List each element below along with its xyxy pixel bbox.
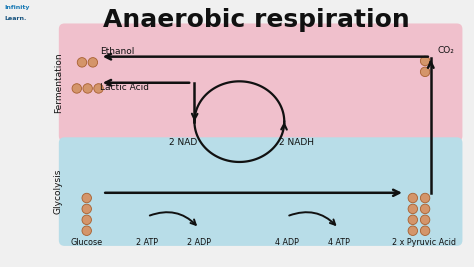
Circle shape bbox=[82, 204, 91, 214]
Circle shape bbox=[408, 204, 418, 214]
Text: Learn.: Learn. bbox=[4, 16, 27, 21]
FancyBboxPatch shape bbox=[59, 23, 463, 142]
Circle shape bbox=[420, 56, 430, 66]
FancyBboxPatch shape bbox=[59, 137, 463, 246]
Text: Infinity: Infinity bbox=[4, 5, 30, 10]
Circle shape bbox=[83, 84, 92, 93]
Text: Lactic Acid: Lactic Acid bbox=[100, 83, 149, 92]
Circle shape bbox=[420, 193, 430, 203]
Circle shape bbox=[82, 193, 91, 203]
Text: 4 ATP: 4 ATP bbox=[328, 238, 349, 247]
Circle shape bbox=[72, 84, 82, 93]
Circle shape bbox=[420, 67, 430, 77]
Circle shape bbox=[408, 193, 418, 203]
Circle shape bbox=[420, 204, 430, 214]
Text: 2 NADH: 2 NADH bbox=[279, 138, 314, 147]
Circle shape bbox=[94, 84, 103, 93]
Circle shape bbox=[408, 215, 418, 225]
Text: CO₂: CO₂ bbox=[438, 46, 455, 55]
Circle shape bbox=[82, 226, 91, 235]
Circle shape bbox=[420, 226, 430, 235]
Text: Glucose: Glucose bbox=[71, 238, 103, 247]
Text: Glycolysis: Glycolysis bbox=[54, 169, 63, 214]
Text: 4 ADP: 4 ADP bbox=[275, 238, 299, 247]
Text: 2 ATP: 2 ATP bbox=[136, 238, 158, 247]
Text: 2 x Pyruvic Acid: 2 x Pyruvic Acid bbox=[392, 238, 456, 247]
Text: Fermentation: Fermentation bbox=[54, 52, 63, 113]
Circle shape bbox=[420, 215, 430, 225]
Text: 2 ADP: 2 ADP bbox=[187, 238, 211, 247]
Text: 2 NAD: 2 NAD bbox=[169, 138, 197, 147]
Text: Anaerobic respiration: Anaerobic respiration bbox=[102, 8, 409, 32]
Circle shape bbox=[77, 58, 87, 67]
Circle shape bbox=[88, 58, 98, 67]
Circle shape bbox=[408, 226, 418, 235]
Circle shape bbox=[82, 215, 91, 225]
Text: Ethanol: Ethanol bbox=[100, 48, 134, 56]
